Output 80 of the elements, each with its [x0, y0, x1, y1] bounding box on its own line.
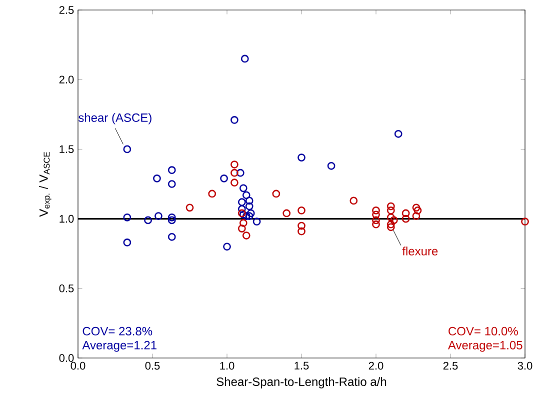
- point: [168, 166, 176, 174]
- point: [245, 212, 254, 220]
- point: [238, 205, 246, 213]
- point: [390, 216, 398, 224]
- point: [242, 191, 250, 200]
- x-tick-label: 0.5: [145, 362, 160, 370]
- y-tick-label: 1.0: [60, 214, 74, 223]
- point: [168, 232, 176, 241]
- point: [350, 196, 358, 205]
- annotation: COV= 10.0%: [448, 326, 518, 336]
- point: [123, 145, 132, 154]
- y-tick-label: 1.5: [60, 145, 74, 154]
- point: [298, 206, 306, 214]
- x-tick-label: 1.5: [294, 362, 309, 370]
- point: [240, 54, 249, 63]
- point: [230, 116, 238, 124]
- point: [402, 214, 410, 223]
- point: [246, 209, 255, 218]
- point: [236, 168, 244, 177]
- point: [245, 202, 254, 210]
- point: [412, 212, 420, 220]
- point: [386, 223, 395, 232]
- point: [154, 212, 162, 220]
- point: [298, 227, 306, 236]
- point: [394, 130, 402, 138]
- point: [168, 213, 176, 222]
- point: [123, 238, 132, 246]
- point: [386, 220, 395, 228]
- point: [239, 184, 248, 192]
- point: [242, 212, 250, 220]
- y-tick-label: 0.0: [59, 354, 74, 362]
- point: [153, 174, 161, 182]
- point: [412, 204, 420, 212]
- point: [230, 160, 238, 168]
- point: [238, 224, 246, 232]
- point: [386, 206, 395, 214]
- x-axis-title: Shear-Span-to-Length-Ratio a/h: [216, 377, 386, 388]
- x-tick-label: 1.0: [220, 362, 234, 370]
- y-tick-label: 0.5: [59, 284, 74, 292]
- y-axis-title: V$_{exp.}$ / V$_{ASCE}$: [39, 152, 52, 217]
- point: [298, 222, 306, 230]
- point: [220, 174, 228, 182]
- point: [144, 216, 152, 224]
- point: [186, 204, 194, 212]
- point: [402, 209, 410, 218]
- point: [230, 168, 238, 177]
- y-tick-label: 2.0: [59, 76, 74, 84]
- point: [230, 178, 238, 187]
- annotation: flexure: [402, 246, 438, 256]
- point: [372, 220, 380, 228]
- point: [521, 218, 529, 226]
- annotation: shear (ASCE): [78, 113, 152, 124]
- x-tick-label: 0.0: [70, 362, 86, 370]
- point: [242, 232, 250, 240]
- point: [168, 180, 176, 188]
- point: [239, 219, 248, 227]
- point: [327, 162, 336, 170]
- x-tick-label: 2.5: [443, 362, 458, 370]
- point: [245, 196, 254, 205]
- annotation: Average=1.05: [448, 340, 522, 352]
- point: [372, 206, 380, 214]
- point: [282, 209, 291, 218]
- point: [238, 198, 246, 206]
- annotation: COV= 23.8%: [82, 326, 152, 336]
- point: [168, 216, 176, 224]
- point: [123, 213, 132, 222]
- point: [386, 213, 395, 222]
- point: [223, 242, 231, 251]
- point: [208, 190, 216, 198]
- annotation: Average=1.21: [82, 340, 156, 352]
- point: [372, 210, 380, 219]
- point: [414, 206, 422, 214]
- point: [272, 190, 280, 198]
- point: [372, 216, 380, 224]
- x-tick-label: 2.0: [368, 362, 384, 370]
- point: [298, 154, 306, 162]
- x-tick-label: 3.0: [518, 362, 532, 370]
- point: [386, 202, 395, 210]
- y-tick-label: 2.5: [59, 6, 74, 14]
- point: [252, 218, 261, 226]
